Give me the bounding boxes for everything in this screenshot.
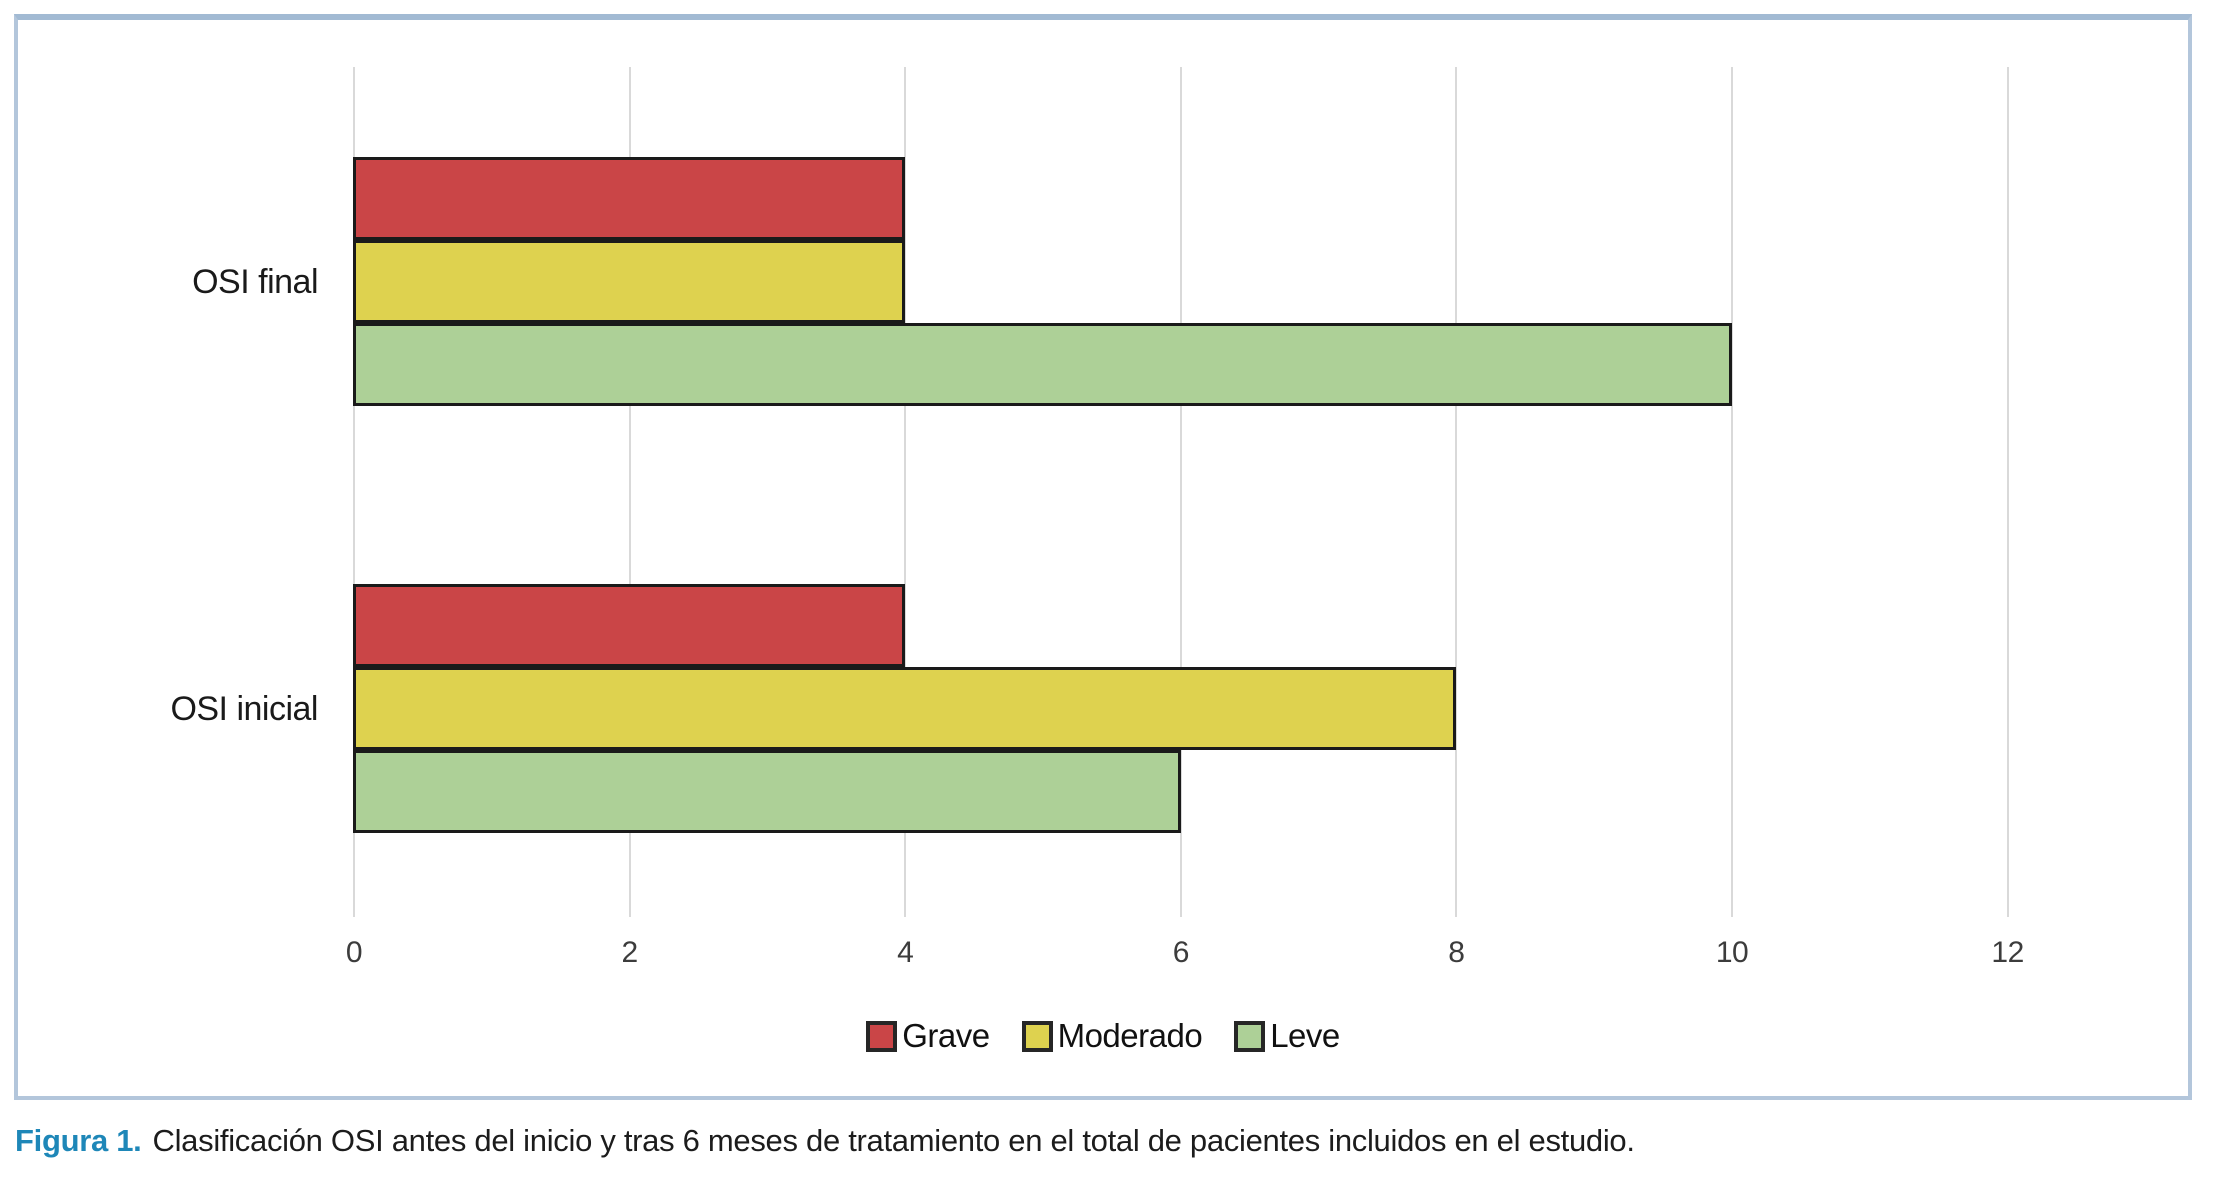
legend: Grave Moderado Leve	[14, 1012, 2192, 1060]
x-tick-label-12: 12	[1991, 936, 2024, 969]
bar-osi-inicial-leve	[353, 750, 1181, 833]
bar-osi-inicial-grave	[353, 584, 905, 667]
figure-caption: Figura 1. Clasificación OSI antes del ini…	[15, 1120, 1635, 1162]
x-tick-label-0: 0	[345, 936, 363, 969]
x-tick-label-10: 10	[1715, 936, 1749, 969]
x-tick-label-4: 4	[897, 936, 914, 969]
bar-osi-final-moderado	[353, 240, 905, 323]
bar-osi-final-leve	[353, 323, 1732, 406]
x-tick-label-6: 6	[1172, 936, 1190, 969]
gridline-x-10	[1731, 67, 1733, 917]
legend-item-grave: Grave	[866, 1017, 990, 1055]
legend-label-grave: Grave	[902, 1017, 990, 1054]
gridline-x-0	[353, 67, 355, 917]
bar-osi-inicial-moderado	[353, 667, 1456, 750]
gridline-x-2	[628, 67, 631, 917]
gridline-x-8	[1455, 67, 1458, 917]
legend-item-moderado: Moderado	[1021, 1017, 1203, 1055]
legend-label-moderado: Moderado	[1057, 1017, 1203, 1054]
legend-item-leve: Leve	[1234, 1017, 1340, 1055]
x-tick-label-8: 8	[1448, 936, 1465, 969]
gridline-x-12	[2006, 67, 2009, 917]
x-tick-label-2: 2	[621, 936, 639, 969]
legend-label-leve: Leve	[1270, 1017, 1340, 1054]
category-label-osi-inicial: OSI inicial	[170, 689, 318, 728]
caption-label: Figura 1.	[15, 1123, 142, 1158]
category-label-osi-final: OSI final	[192, 262, 318, 301]
legend-swatch-leve	[1234, 1020, 1266, 1052]
legend-swatch-grave	[866, 1020, 898, 1052]
caption-text: Clasificación OSI antes del inicio y tra…	[152, 1123, 1635, 1158]
gridline-x-6	[1179, 67, 1182, 917]
bar-osi-final-grave	[353, 157, 905, 240]
legend-swatch-moderado	[1021, 1020, 1053, 1052]
gridline-x-4	[904, 67, 907, 917]
